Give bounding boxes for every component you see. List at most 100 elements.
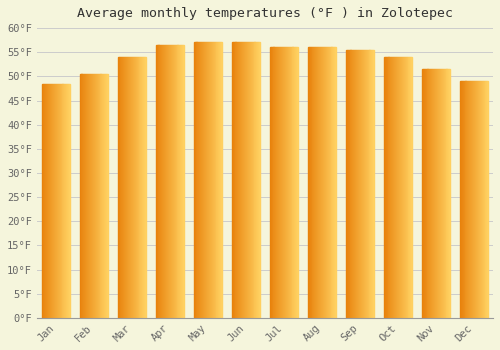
Bar: [88, 74, 89, 318]
Bar: [164, 45, 165, 318]
Bar: [208, 42, 209, 318]
Bar: [308, 47, 310, 318]
Bar: [287, 47, 288, 318]
Bar: [478, 81, 479, 318]
Bar: [200, 42, 202, 318]
Bar: [433, 69, 434, 318]
Bar: [314, 47, 316, 318]
Bar: [80, 74, 82, 318]
Bar: [482, 81, 484, 318]
Bar: [486, 81, 488, 318]
Bar: [292, 47, 294, 318]
Bar: [171, 45, 172, 318]
Bar: [258, 42, 260, 318]
Bar: [348, 50, 350, 318]
Bar: [168, 45, 169, 318]
Bar: [283, 47, 284, 318]
Bar: [316, 47, 317, 318]
Bar: [446, 69, 448, 318]
Bar: [122, 57, 124, 318]
Bar: [138, 57, 140, 318]
Bar: [67, 84, 68, 318]
Bar: [350, 50, 352, 318]
Bar: [432, 69, 433, 318]
Bar: [280, 47, 281, 318]
Bar: [462, 81, 464, 318]
Bar: [91, 74, 92, 318]
Bar: [52, 84, 53, 318]
Bar: [124, 57, 125, 318]
Bar: [408, 57, 410, 318]
Bar: [249, 42, 250, 318]
Bar: [105, 74, 106, 318]
Bar: [464, 81, 466, 318]
Bar: [82, 74, 84, 318]
Bar: [360, 50, 361, 318]
Bar: [278, 47, 279, 318]
Bar: [131, 57, 132, 318]
Bar: [53, 84, 54, 318]
Bar: [328, 47, 330, 318]
Bar: [145, 57, 146, 318]
Bar: [57, 84, 58, 318]
Bar: [386, 57, 388, 318]
Bar: [424, 69, 426, 318]
Bar: [55, 84, 56, 318]
Bar: [473, 81, 474, 318]
Bar: [144, 57, 145, 318]
Bar: [220, 42, 221, 318]
Bar: [422, 69, 424, 318]
Bar: [372, 50, 374, 318]
Bar: [370, 50, 372, 318]
Bar: [126, 57, 127, 318]
Bar: [290, 47, 292, 318]
Bar: [202, 42, 203, 318]
Bar: [178, 45, 180, 318]
Bar: [46, 84, 48, 318]
Bar: [162, 45, 164, 318]
Bar: [167, 45, 168, 318]
Bar: [132, 57, 133, 318]
Bar: [128, 57, 129, 318]
Bar: [232, 42, 234, 318]
Bar: [60, 84, 62, 318]
Bar: [58, 84, 59, 318]
Bar: [355, 50, 356, 318]
Bar: [90, 74, 91, 318]
Bar: [326, 47, 327, 318]
Bar: [62, 84, 64, 318]
Bar: [395, 57, 396, 318]
Bar: [214, 42, 216, 318]
Bar: [211, 42, 212, 318]
Bar: [42, 84, 43, 318]
Bar: [324, 47, 325, 318]
Bar: [107, 74, 108, 318]
Bar: [281, 47, 282, 318]
Bar: [312, 47, 314, 318]
Bar: [394, 57, 395, 318]
Bar: [201, 42, 202, 318]
Bar: [442, 69, 444, 318]
Bar: [240, 42, 241, 318]
Bar: [426, 69, 428, 318]
Bar: [364, 50, 365, 318]
Bar: [210, 42, 211, 318]
Bar: [484, 81, 486, 318]
Bar: [100, 74, 102, 318]
Bar: [460, 81, 462, 318]
Bar: [127, 57, 128, 318]
Bar: [69, 84, 70, 318]
Bar: [368, 50, 370, 318]
Bar: [256, 42, 258, 318]
Bar: [357, 50, 358, 318]
Bar: [176, 45, 178, 318]
Bar: [242, 42, 243, 318]
Bar: [286, 47, 287, 318]
Bar: [361, 50, 362, 318]
Bar: [96, 74, 98, 318]
Bar: [346, 50, 348, 318]
Bar: [54, 84, 55, 318]
Bar: [354, 50, 356, 318]
Bar: [158, 45, 160, 318]
Bar: [322, 47, 323, 318]
